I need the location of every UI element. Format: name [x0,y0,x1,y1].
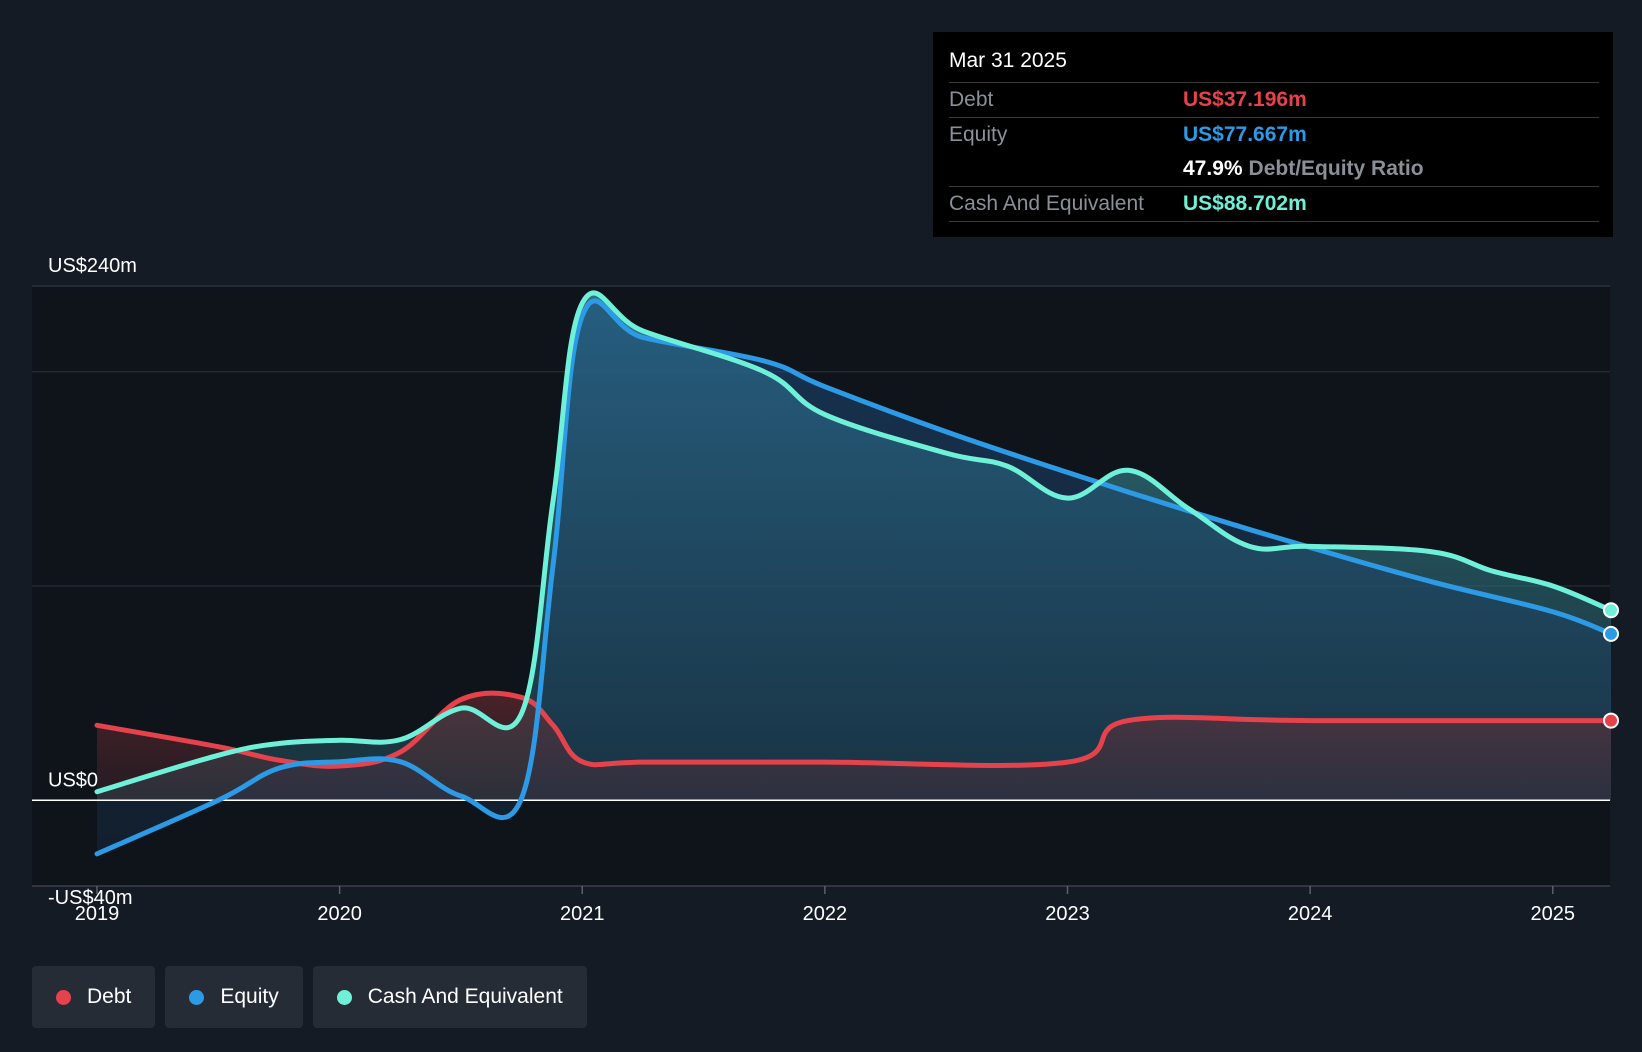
legend-label-debt: Debt [87,985,132,1008]
end-marker-debt[interactable] [1603,712,1619,729]
legend-item-equity[interactable]: Equity [165,966,303,1028]
tooltip-ratio-label: Debt/Equity Ratio [1248,157,1424,180]
tooltip-ratio-spacer [949,152,1183,186]
x-tick-label: 2025 [1531,903,1576,925]
y-tick-label: -US$40m [48,887,132,909]
line-cash [94,290,1614,795]
y-tick-label: US$0 [48,769,98,791]
x-tick-label: 2022 [803,903,848,925]
x-tick-label: 2021 [560,903,605,925]
x-tick-label: 2023 [1045,903,1090,925]
tooltip-cash-label: Cash And Equivalent [949,192,1144,215]
tooltip-equity-value: US$77.667m [1183,123,1307,146]
tooltip-ratio-value: 47.9% [1183,157,1243,180]
end-marker-cash[interactable] [1603,602,1619,619]
legend: Debt Equity Cash And Equivalent [32,966,587,1028]
legend-label-cash: Cash And Equivalent [367,985,563,1008]
tooltip-debt-label: Debt [949,88,994,111]
legend-item-debt[interactable]: Debt [32,966,156,1028]
tooltip: Mar 31 2025 Debt US$37.196m Equity US$77… [933,32,1613,237]
legend-label-equity: Equity [220,985,279,1008]
legend-dot-cash-icon [336,989,352,1005]
x-tick-label: 2024 [1288,903,1333,925]
legend-dot-debt-icon [56,989,71,1005]
end-marker-equity[interactable] [1603,625,1619,642]
tooltip-row-debt: Debt US$37.196m [949,83,1599,118]
tooltip-date: Mar 31 2025 [949,46,1599,83]
tooltip-row-cash: Cash And Equivalent US$88.702m [949,187,1599,222]
tooltip-equity-label: Equity [949,123,1008,146]
y-tick-label: US$240m [48,255,137,277]
legend-dot-equity-icon [189,989,205,1005]
legend-item-cash[interactable]: Cash And Equivalent [312,966,587,1028]
x-tick-label: 2019 [75,903,120,925]
tooltip-cash-value: US$88.702m [1183,192,1307,215]
tooltip-debt-value: US$37.196m [1183,88,1307,111]
tooltip-row-ratio: 47.9% Debt/Equity Ratio [949,152,1599,187]
x-tick-label: 2020 [317,903,362,925]
tooltip-row-equity: Equity US$77.667m [949,118,1599,152]
line-debt [94,690,1614,769]
area-equity [97,300,1611,854]
